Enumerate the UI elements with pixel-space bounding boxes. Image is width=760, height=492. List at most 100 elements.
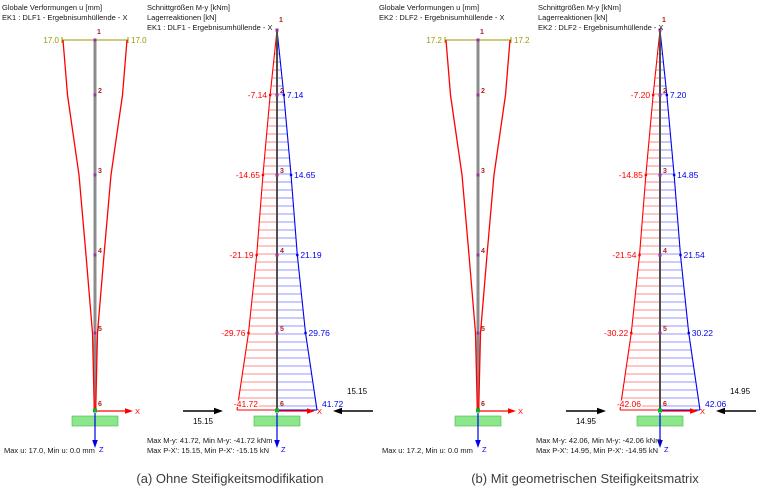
displacement-value: 17.0 bbox=[43, 36, 59, 45]
node-label: 5 bbox=[98, 326, 102, 333]
node-label: 4 bbox=[481, 248, 485, 255]
base-node bbox=[658, 408, 662, 413]
moment-value-positive: 7.20 bbox=[670, 90, 687, 100]
node-label: 6 bbox=[98, 401, 102, 408]
header-line: EK2 : DLF2 - Ergebnisumhüllende - X bbox=[379, 13, 505, 22]
footer-line: Max M-y: 42.06, Min M-y: -42.06 kNm bbox=[536, 436, 662, 445]
footer-deform-ek1: Max u: 17.0, Min u: 0.0 mm bbox=[4, 446, 95, 455]
moment-value-negative: -14.65 bbox=[236, 170, 260, 180]
node-dot bbox=[275, 253, 279, 257]
node-label: 6 bbox=[280, 401, 284, 408]
node-label: 1 bbox=[662, 17, 666, 24]
node-label: 6 bbox=[481, 401, 485, 408]
node-dot bbox=[476, 38, 480, 42]
node-label: 1 bbox=[480, 29, 484, 36]
reaction-value: 14.95 bbox=[576, 417, 597, 426]
z-axis-arrowhead-icon bbox=[274, 440, 280, 448]
caption-a: (a) Ohne Steifigkeitsmodifikation bbox=[136, 471, 324, 486]
x-axis-label: X bbox=[518, 407, 523, 416]
displacement-value: 17.2 bbox=[514, 36, 530, 45]
footer-line: Max P-X': 14.95, Min P-X': -14.95 kN bbox=[536, 446, 659, 455]
node-label: 1 bbox=[279, 17, 283, 24]
footer-line: Max M-y: 41.72, Min M-y: -41.72 kNm bbox=[147, 436, 273, 445]
moment-value-positive: 41.72 bbox=[322, 399, 344, 409]
deflection-curve-left bbox=[445, 39, 478, 411]
node-label: 2 bbox=[98, 88, 102, 95]
header-line: EK1 : DLF1 - Ergebnisumhüllende - X bbox=[147, 23, 273, 32]
panel-deform1: 17.0 17.0 1 2 3 4 5 6 X Z bbox=[43, 29, 147, 454]
node-label: 4 bbox=[663, 248, 667, 255]
node-dot bbox=[275, 93, 279, 97]
moment-value-positive: 21.19 bbox=[300, 250, 322, 260]
panel-moment1: 1 2 -7.14 7.14 3 -14.65 14.65 4 -21.19 21.19 5 -29.… bbox=[183, 17, 373, 454]
node-dot bbox=[658, 28, 662, 32]
moment-envelope-positive bbox=[659, 29, 701, 411]
z-axis-arrowhead-icon bbox=[657, 440, 663, 448]
z-axis-label: Z bbox=[664, 445, 669, 454]
node-dot bbox=[93, 93, 97, 97]
node-dot bbox=[275, 331, 279, 335]
moment-value-positive: 7.14 bbox=[287, 90, 304, 100]
node-dot bbox=[658, 93, 662, 97]
node-dot bbox=[658, 173, 662, 177]
reaction-value: 15.15 bbox=[193, 417, 214, 426]
moment-value-negative: -21.54 bbox=[612, 250, 636, 260]
header-line: Globale Verformungen u [mm] bbox=[2, 3, 103, 12]
node-dot bbox=[93, 331, 97, 335]
x-axis-arrowhead-icon bbox=[690, 408, 698, 414]
footer-moment-ek1: Max M-y: 41.72, Min M-y: -41.72 kNm Max … bbox=[147, 436, 272, 456]
x-axis-label: X bbox=[700, 407, 705, 416]
node-dot bbox=[658, 331, 662, 335]
node-dot bbox=[93, 173, 97, 177]
displacement-value: 17.0 bbox=[131, 36, 147, 45]
x-axis-arrowhead-icon bbox=[307, 408, 315, 414]
displacement-value: 17.2 bbox=[426, 36, 442, 45]
moment-envelope-positive bbox=[276, 29, 318, 411]
x-axis-label: X bbox=[135, 407, 140, 416]
moment-envelope-negative bbox=[619, 29, 661, 411]
node-dot bbox=[93, 38, 97, 42]
moment-value-negative: -14.85 bbox=[619, 170, 643, 180]
panel-moment2: 1 2 -7.20 7.20 3 -14.85 14.85 4 -21.54 21.54 5 -30.… bbox=[566, 17, 756, 454]
moment-value-positive: 21.54 bbox=[683, 250, 705, 260]
node-label: 5 bbox=[280, 326, 284, 333]
deflection-curve-right bbox=[478, 39, 511, 411]
node-dot bbox=[476, 173, 480, 177]
moment-value-positive: 14.85 bbox=[677, 170, 699, 180]
base-node bbox=[93, 408, 97, 413]
header-line: Globale Verformungen u [mm] bbox=[379, 3, 480, 12]
z-axis-label: Z bbox=[99, 445, 104, 454]
node-dot bbox=[275, 173, 279, 177]
moment-value-positive: 14.65 bbox=[294, 170, 316, 180]
base-node bbox=[275, 408, 279, 413]
footer-moment-ek2: Max M-y: 42.06, Min M-y: -42.06 kNm Max … bbox=[536, 436, 661, 456]
node-label: 1 bbox=[97, 29, 101, 36]
reaction-arrowhead-icon bbox=[214, 407, 223, 415]
header-line: EK2 : DLF2 - Ergebnisumhüllende - X bbox=[538, 23, 664, 32]
header-line: Schnittgrößen M-y [kNm] bbox=[538, 3, 621, 12]
header-line: Lagerreaktionen [kN] bbox=[147, 13, 217, 22]
moment-value-negative: -29.76 bbox=[221, 328, 245, 338]
node-label: 3 bbox=[481, 168, 485, 175]
moment-value-negative: -7.20 bbox=[631, 90, 651, 100]
z-axis-label: Z bbox=[482, 445, 487, 454]
header-moment-ek2: Schnittgrößen M-y [kNm] Lagerreaktionen … bbox=[538, 3, 663, 33]
z-axis-arrowhead-icon bbox=[475, 440, 481, 448]
header-line: Lagerreaktionen [kN] bbox=[538, 13, 608, 22]
reaction-arrowhead-icon bbox=[597, 407, 606, 415]
x-axis-arrowhead-icon bbox=[125, 408, 133, 414]
deflection-curve-right bbox=[95, 39, 128, 411]
reaction-arrowhead-icon bbox=[333, 407, 342, 415]
reaction-value: 15.15 bbox=[347, 387, 368, 396]
node-label: 6 bbox=[663, 401, 667, 408]
moment-value-negative: -30.22 bbox=[604, 328, 628, 338]
z-axis-arrowhead-icon bbox=[92, 440, 98, 448]
moment-envelope-negative bbox=[236, 29, 278, 411]
node-label: 5 bbox=[481, 326, 485, 333]
panel-deform2: 17.2 17.2 1 2 3 4 5 6 X Z bbox=[426, 29, 530, 454]
moment-value-negative: -7.14 bbox=[248, 90, 268, 100]
node-dot bbox=[476, 253, 480, 257]
node-dot bbox=[93, 253, 97, 257]
node-dot bbox=[476, 331, 480, 335]
caption-b: (b) Mit geometrischen Steifigkeitsmatrix bbox=[471, 471, 699, 486]
